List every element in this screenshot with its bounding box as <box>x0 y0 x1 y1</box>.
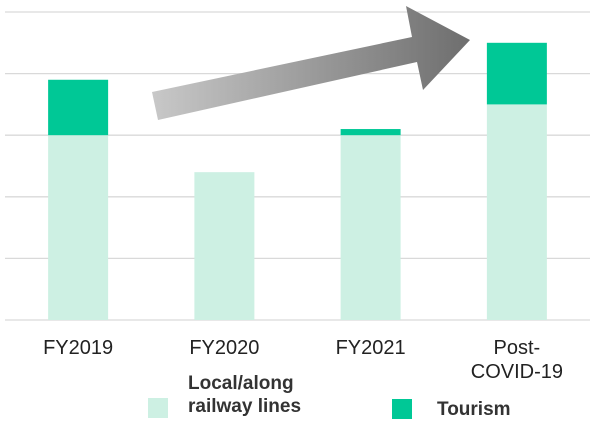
legend-label: Tourism <box>437 399 511 420</box>
bar-segment <box>340 129 401 136</box>
bar-segment <box>48 79 109 136</box>
bar-segment <box>486 42 547 105</box>
x-tick-label: FY2021 <box>335 337 406 359</box>
x-tick-label: FY2019 <box>43 337 114 359</box>
trend-arrow <box>152 6 470 120</box>
legend-swatch <box>392 399 412 419</box>
bar-segment <box>340 135 401 320</box>
bar-segment <box>194 172 255 320</box>
bar-segment <box>48 135 109 320</box>
bar-segment <box>486 104 547 321</box>
legend-swatch <box>148 398 168 418</box>
x-tick-label: Post-COVID-19 <box>470 337 563 383</box>
legend-label: Local/along railway lines <box>188 373 302 417</box>
x-tick-label: FY2020 <box>189 337 260 359</box>
